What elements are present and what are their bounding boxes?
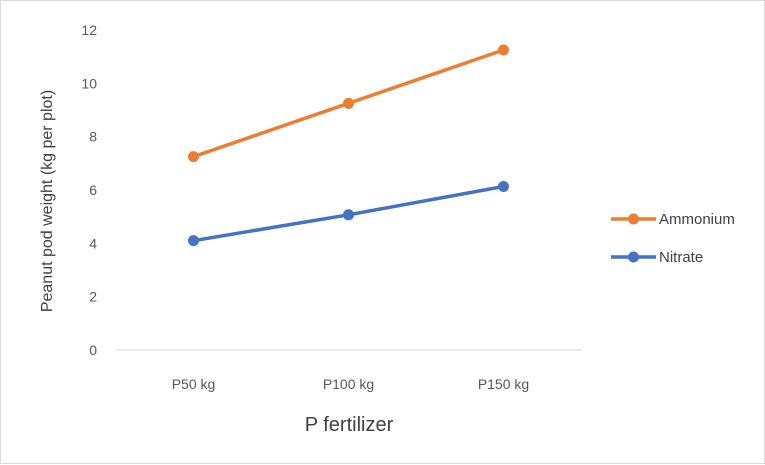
x-tick-label: P150 kg [478,376,529,392]
y-tick-label: 8 [89,129,97,145]
legend-label: Ammonium [659,211,735,228]
legend-item-ammonium: Ammonium [611,211,735,228]
data-point-ammonium [188,151,199,163]
y-axis-title: Peanut pod weight (kg per plot) [39,90,56,312]
y-tick-label: 12 [81,22,97,38]
data-point-ammonium [498,44,509,56]
data-point-nitrate [188,235,199,247]
y-tick-label: 6 [89,182,97,198]
data-point-ammonium [343,97,354,109]
plot-series [188,44,509,247]
legend: Ammonium Nitrate [611,211,735,266]
legend-swatch-marker [628,251,639,263]
x-tick-label: P100 kg [323,376,374,392]
y-tick-label: 4 [89,235,97,251]
y-tick-label: 10 [81,75,97,91]
y-tick-label: 0 [89,342,97,358]
x-axis-ticks: P50 kg P100 kg P150 kg [172,376,529,392]
x-axis-title: P fertilizer [305,414,394,436]
legend-swatch-marker [628,213,639,225]
y-tick-label: 2 [89,289,97,305]
y-axis-ticks: 0 2 4 6 8 10 12 [81,22,97,358]
x-tick-label: P50 kg [172,376,216,392]
data-point-nitrate [343,209,354,221]
legend-item-nitrate: Nitrate [611,249,703,266]
data-point-nitrate [498,181,509,193]
legend-label: Nitrate [659,249,703,266]
